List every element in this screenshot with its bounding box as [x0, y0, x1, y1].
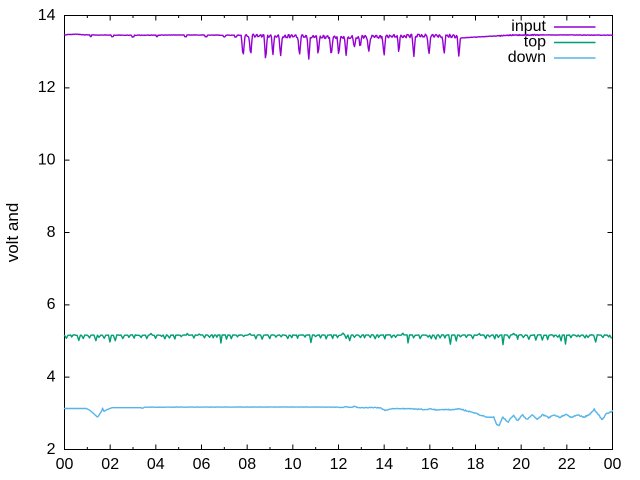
svg-text:16: 16 [421, 456, 439, 473]
svg-text:8: 8 [47, 224, 56, 241]
svg-text:input: input [511, 18, 546, 35]
svg-text:02: 02 [101, 456, 119, 473]
svg-text:14: 14 [375, 456, 393, 473]
svg-text:04: 04 [147, 456, 165, 473]
svg-text:2: 2 [47, 441, 56, 458]
svg-text:4: 4 [47, 369, 56, 386]
svg-text:10: 10 [38, 152, 56, 169]
svg-text:12: 12 [38, 79, 56, 96]
svg-text:14: 14 [38, 7, 56, 24]
svg-text:06: 06 [193, 456, 211, 473]
svg-text:18: 18 [467, 456, 485, 473]
svg-text:6: 6 [47, 296, 56, 313]
svg-text:10: 10 [284, 456, 302, 473]
svg-text:00: 00 [604, 456, 622, 473]
svg-text:down: down [508, 49, 546, 66]
svg-text:00: 00 [56, 456, 74, 473]
svg-text:top: top [524, 34, 546, 51]
svg-text:20: 20 [512, 456, 530, 473]
svg-text:08: 08 [238, 456, 256, 473]
svg-text:22: 22 [558, 456, 576, 473]
svg-text:volt and: volt and [3, 203, 22, 263]
svg-text:12: 12 [330, 456, 348, 473]
